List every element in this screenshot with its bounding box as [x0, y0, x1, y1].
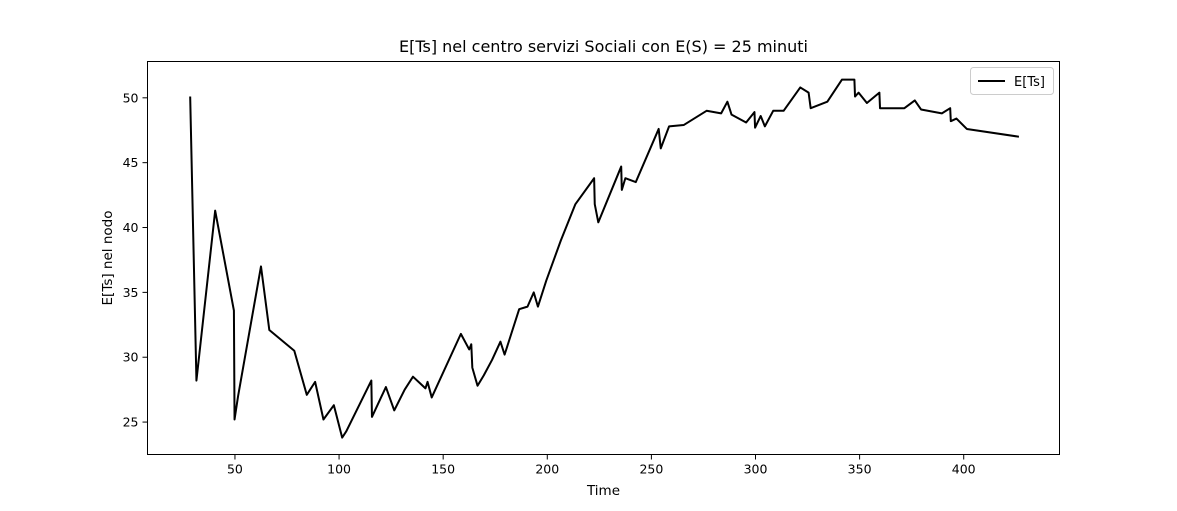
chart-title: E[Ts] nel centro servizi Sociali con E(S… — [399, 37, 808, 56]
x-tick-label: 50 — [227, 462, 243, 477]
x-tick-label: 150 — [431, 462, 455, 477]
y-axis-ticks: 25 30 35 40 45 50 — [123, 90, 148, 430]
x-tick-label: 100 — [327, 462, 351, 477]
legend-label: E[Ts] — [1014, 75, 1045, 90]
x-tick-label: 400 — [952, 462, 976, 477]
y-tick-label: 35 — [123, 285, 139, 300]
y-tick-label: 50 — [123, 90, 139, 105]
x-tick-label: 200 — [535, 462, 559, 477]
legend: E[Ts] — [970, 67, 1054, 95]
axes-frame — [147, 61, 1060, 455]
plot-area — [189, 78, 1020, 439]
y-axis-label: E[Ts] nel nodo — [100, 211, 116, 306]
y-tick-label: 40 — [123, 220, 139, 235]
y-tick-label: 30 — [123, 350, 139, 365]
series-line-ets — [189, 78, 1020, 439]
y-tick-label: 45 — [123, 155, 139, 170]
x-axis-label: Time — [586, 483, 620, 499]
x-axis-ticks: 50 100 150 200 250 300 350 400 — [227, 454, 976, 477]
legend-box — [970, 67, 1054, 95]
x-tick-label: 250 — [639, 462, 663, 477]
x-tick-label: 300 — [744, 462, 768, 477]
y-tick-label: 25 — [123, 415, 139, 430]
x-tick-label: 350 — [848, 462, 872, 477]
